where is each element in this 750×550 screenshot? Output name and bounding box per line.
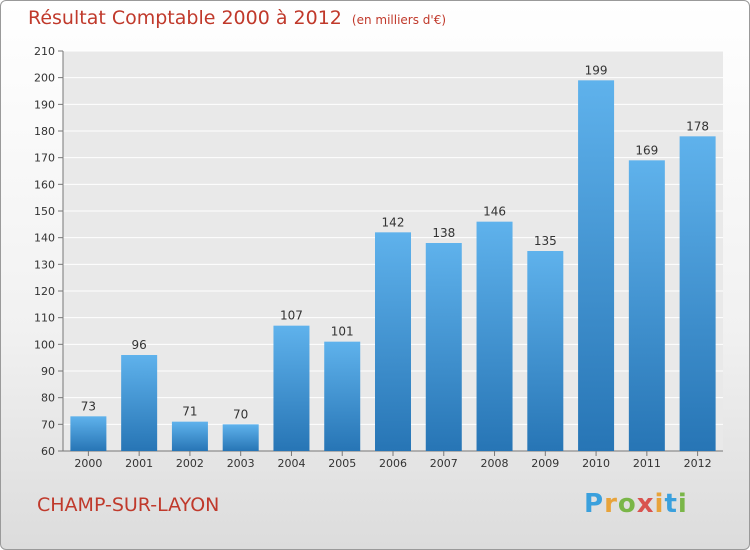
data-label: 178 [686, 119, 709, 133]
x-tick-label: 2000 [74, 457, 102, 470]
y-tick-label: 150 [34, 205, 55, 218]
y-tick-label: 100 [34, 338, 55, 351]
x-tick-label: 2006 [379, 457, 407, 470]
data-label: 101 [331, 325, 354, 339]
logo-letter: t [664, 489, 678, 519]
y-tick-label: 130 [34, 258, 55, 271]
data-label: 199 [585, 63, 608, 77]
bar [273, 325, 310, 451]
data-label: 71 [182, 405, 197, 419]
x-tick-label: 2008 [481, 457, 509, 470]
data-label: 169 [635, 143, 658, 157]
y-tick-label: 60 [41, 445, 55, 458]
logo-letter: x [636, 489, 655, 519]
bar [578, 80, 615, 451]
bar [375, 232, 411, 451]
data-label: 138 [432, 226, 455, 240]
data-label: 135 [534, 234, 557, 248]
x-tick-label: 2007 [430, 457, 458, 470]
data-label: 142 [382, 215, 405, 229]
y-tick-label: 190 [34, 98, 55, 111]
x-tick-label: 2012 [684, 457, 712, 470]
data-label: 96 [132, 338, 147, 352]
logo-letter: P [584, 489, 605, 519]
proxiti-logo: Proxiti [584, 489, 688, 519]
logo-letter: i [654, 489, 665, 519]
bar [324, 341, 361, 451]
y-tick-label: 140 [34, 232, 55, 245]
y-tick-label: 180 [34, 125, 55, 138]
city-name: CHAMP-SUR-LAYON [37, 494, 220, 516]
chart-title: Résultat Comptable 2000 à 2012 (en millie… [28, 7, 446, 29]
bar [121, 355, 158, 451]
bar [222, 424, 259, 451]
y-tick-label: 170 [34, 152, 55, 165]
y-tick-label: 110 [34, 312, 55, 325]
data-label: 70 [233, 407, 248, 421]
x-tick-label: 2001 [125, 457, 153, 470]
chart-title-text: Résultat Comptable 2000 à 2012 [28, 7, 342, 29]
x-tick-label: 2011 [633, 457, 661, 470]
y-tick-label: 80 [41, 392, 55, 405]
y-tick-label: 70 [41, 418, 55, 431]
logo-letter: i [677, 489, 688, 519]
y-tick-label: 200 [34, 72, 55, 85]
bar [527, 251, 564, 451]
y-tick-label: 90 [41, 365, 55, 378]
bar [476, 221, 513, 451]
y-tick-label: 160 [34, 178, 55, 191]
x-tick-label: 2010 [582, 457, 610, 470]
data-label: 73 [81, 399, 96, 413]
bar [425, 243, 462, 451]
bar [628, 160, 665, 452]
x-tick-label: 2009 [531, 457, 559, 470]
logo-letter: o [617, 489, 637, 519]
data-label: 146 [483, 205, 506, 219]
x-tick-label: 2003 [227, 457, 255, 470]
x-tick-label: 2002 [176, 457, 204, 470]
bar [679, 136, 716, 452]
y-tick-label: 120 [34, 285, 55, 298]
data-label: 107 [280, 309, 303, 323]
bar [171, 421, 208, 451]
bar [70, 416, 107, 451]
y-tick-label: 210 [34, 45, 55, 58]
x-tick-label: 2004 [277, 457, 305, 470]
x-tick-label: 2005 [328, 457, 356, 470]
logo-letter: r [604, 489, 618, 519]
chart-unit: (en milliers d'€) [351, 13, 447, 27]
